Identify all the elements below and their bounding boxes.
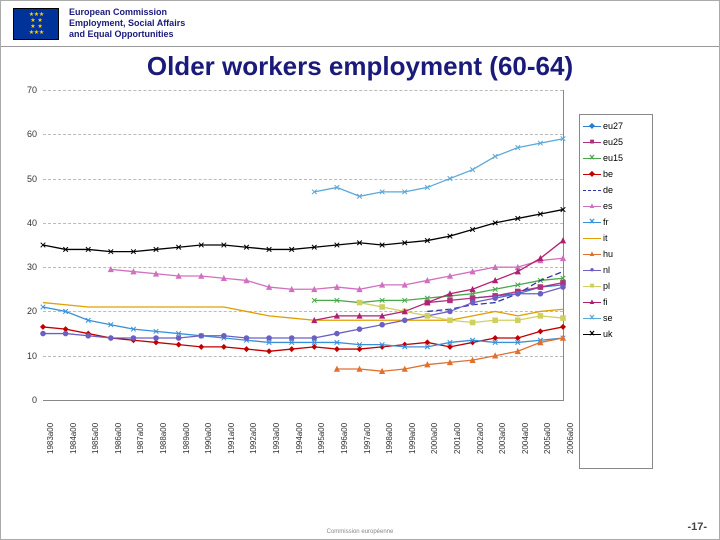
- x-tick-label: 1992a00: [249, 423, 258, 454]
- legend-label: eu27: [603, 121, 623, 131]
- series-fr: [41, 305, 566, 349]
- legend: ◆eu27■eu25✕eu15◆be de ▲es✕fr it ▲hu●nl■pl▲fi…: [579, 114, 653, 469]
- series-uk: [41, 207, 566, 254]
- legend-label: eu25: [603, 137, 623, 147]
- x-tick-label: 1994a00: [295, 423, 304, 454]
- x-tick-label: 2002a00: [476, 423, 485, 454]
- header: ★ ★ ★★ ★★ ★★ ★ ★ European Commission Emp…: [1, 1, 719, 47]
- header-line2: Employment, Social Affairs: [69, 18, 185, 28]
- x-tick-label: 1993a00: [272, 423, 281, 454]
- legend-label: pl: [603, 281, 610, 291]
- page-number: -17-: [687, 521, 707, 533]
- slide: ★ ★ ★★ ★★ ★★ ★ ★ European Commission Emp…: [0, 0, 720, 540]
- legend-item-eu25: ■eu25: [583, 134, 649, 150]
- series-se: [312, 136, 565, 198]
- y-tick-label: 0: [9, 395, 37, 405]
- legend-label: hu: [603, 249, 613, 259]
- chart: 010203040506070 1983a001984a001985a00198…: [9, 84, 579, 469]
- legend-item-es: ▲es: [583, 198, 649, 214]
- legend-item-be: ◆be: [583, 166, 649, 182]
- y-tick-label: 50: [9, 174, 37, 184]
- legend-label: fr: [603, 217, 609, 227]
- legend-label: se: [603, 313, 613, 323]
- x-tick-label: 1996a00: [340, 423, 349, 454]
- legend-item-eu27: ◆eu27: [583, 118, 649, 134]
- header-line1: European Commission: [69, 7, 167, 17]
- series-it: [43, 303, 563, 321]
- legend-label: nl: [603, 265, 610, 275]
- x-tick-label: 1998a00: [385, 423, 394, 454]
- y-tick-label: 30: [9, 262, 37, 272]
- legend-item-eu15: ✕eu15: [583, 150, 649, 166]
- slide-title: Older workers employment (60-64): [1, 51, 719, 82]
- x-tick-label: 1983a00: [46, 423, 55, 454]
- x-tick-label: 1988a00: [159, 423, 168, 454]
- series-be: [41, 325, 566, 354]
- y-tick-label: 10: [9, 351, 37, 361]
- x-tick-label: 1985a00: [91, 423, 100, 454]
- legend-label: eu15: [603, 153, 623, 163]
- y-tick-label: 20: [9, 306, 37, 316]
- x-tick-label: 1991a00: [227, 423, 236, 454]
- legend-item-se: ✕se: [583, 310, 649, 326]
- legend-label: be: [603, 169, 613, 179]
- x-tick-label: 1984a00: [69, 423, 78, 454]
- x-tick-label: 2004a00: [521, 423, 530, 454]
- y-tick-label: 60: [9, 129, 37, 139]
- x-tick-label: 2003a00: [498, 423, 507, 454]
- legend-item-pl: ■pl: [583, 278, 649, 294]
- plot-area: [43, 90, 564, 401]
- eu-flag-icon: ★ ★ ★★ ★★ ★★ ★ ★: [13, 8, 59, 40]
- x-tick-label: 2001a00: [453, 423, 462, 454]
- legend-label: es: [603, 201, 613, 211]
- x-tick-label: 1990a00: [204, 423, 213, 454]
- chart-lines: [43, 90, 563, 400]
- x-tick-label: 1995a00: [317, 423, 326, 454]
- legend-item-hu: ▲hu: [583, 246, 649, 262]
- x-tick-label: 1997a00: [363, 423, 372, 454]
- legend-item-de: de: [583, 182, 649, 198]
- y-tick-label: 70: [9, 85, 37, 95]
- legend-item-nl: ●nl: [583, 262, 649, 278]
- x-tick-label: 2000a00: [430, 423, 439, 454]
- x-tick-label: 1999a00: [408, 423, 417, 454]
- footer-text: Commission européenne: [1, 529, 719, 535]
- legend-item-uk: ✕uk: [583, 326, 649, 342]
- x-tick-label: 1989a00: [182, 423, 191, 454]
- x-tick-label: 2005a00: [543, 423, 552, 454]
- header-line3: and Equal Opportunities: [69, 29, 174, 39]
- x-tick-label: 1986a00: [114, 423, 123, 454]
- x-tick-label: 2006a00: [566, 423, 575, 454]
- legend-item-fr: ✕fr: [583, 214, 649, 230]
- x-axis-labels: 1983a00 1984a00 1985a00 1986a00 1987a00 1988a…: [43, 404, 563, 464]
- legend-label: de: [603, 185, 613, 195]
- chart-row: 010203040506070 1983a001984a001985a00198…: [1, 84, 719, 469]
- y-tick-label: 40: [9, 218, 37, 228]
- series-es: [109, 256, 566, 292]
- x-tick-label: 1987a00: [136, 423, 145, 454]
- legend-label: fi: [603, 297, 608, 307]
- legend-label: it: [603, 233, 608, 243]
- legend-label: uk: [603, 329, 613, 339]
- legend-item-fi: ▲fi: [583, 294, 649, 310]
- legend-item-it: it: [583, 230, 649, 246]
- header-text: European Commission Employment, Social A…: [69, 7, 185, 40]
